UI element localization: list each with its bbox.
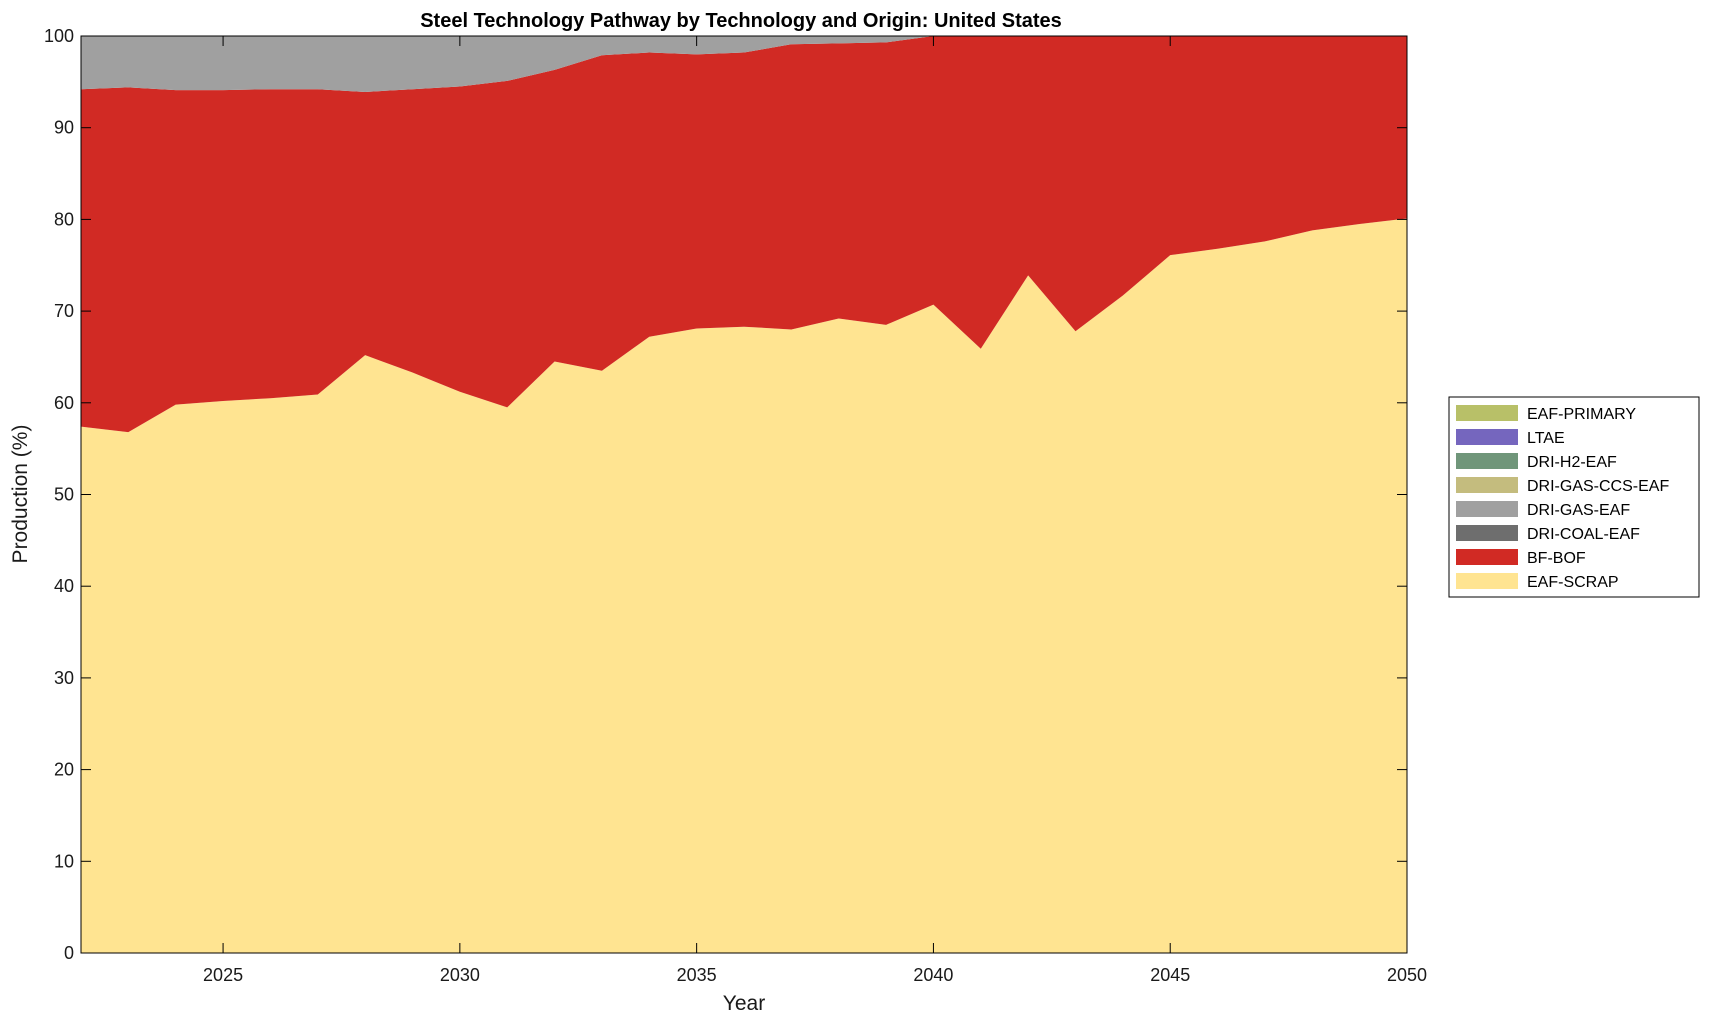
- legend-label-eaf-scrap: EAF-SCRAP: [1527, 574, 1619, 591]
- y-tick-label: 10: [54, 851, 74, 871]
- area-dri-gas-eaf: [81, 36, 1407, 92]
- legend-swatch-eaf-primary: [1456, 405, 1518, 421]
- area-eaf-scrap: [81, 218, 1407, 954]
- x-tick-label: 2050: [1387, 965, 1427, 985]
- x-tick-label: 2030: [440, 965, 480, 985]
- y-tick-label: 70: [54, 301, 74, 321]
- x-tick-label: 2035: [677, 965, 717, 985]
- y-tick-label: 100: [44, 26, 74, 46]
- x-tick-label: 2045: [1150, 965, 1190, 985]
- legend-label-dri-gas-ccs-eaf: DRI-GAS-CCS-EAF: [1527, 478, 1669, 495]
- legend-swatch-bf-bof: [1456, 549, 1518, 565]
- area-bf-bof: [81, 36, 1407, 433]
- y-tick-label: 90: [54, 118, 74, 138]
- legend-swatch-dri-h2-eaf: [1456, 453, 1518, 469]
- legend-label-eaf-primary: EAF-PRIMARY: [1527, 406, 1636, 423]
- legend-box: [1448, 396, 1700, 598]
- y-tick-label: 20: [54, 760, 74, 780]
- legend-swatch-dri-coal-eaf: [1456, 525, 1518, 541]
- legend-swatch-dri-gas-eaf: [1456, 501, 1518, 517]
- x-axis-ticks: 2025 2030 2035 2040 2045 2050: [203, 36, 1427, 985]
- legend-label-ltae: LTAE: [1527, 430, 1565, 447]
- legend-swatch-dri-gas-ccs-eaf: [1456, 477, 1518, 493]
- y-tick-label: 30: [54, 668, 74, 688]
- y-tick-label: 0: [64, 943, 74, 963]
- legend-label-dri-gas-eaf: DRI-GAS-EAF: [1527, 502, 1630, 519]
- y-tick-label: 40: [54, 576, 74, 596]
- chart-title: Steel Technology Pathway by Technology a…: [420, 10, 1062, 32]
- y-tick-label: 80: [54, 209, 74, 229]
- legend-label-dri-h2-eaf: DRI-H2-EAF: [1527, 454, 1617, 471]
- x-tick-label: 2025: [203, 965, 243, 985]
- y-tick-label: 60: [54, 393, 74, 413]
- area-series-group: [81, 36, 1407, 954]
- y-tick-label: 50: [54, 485, 74, 505]
- legend-swatch-ltae: [1456, 429, 1518, 445]
- y-axis-label: Production (%): [9, 425, 32, 564]
- legend-swatch-eaf-scrap: [1456, 573, 1518, 589]
- legend: EAF-PRIMARY LTAE DRI-H2-EAF DRI-GAS-CCS-EAF…: [1448, 396, 1700, 598]
- legend-label-dri-coal-eaf: DRI-COAL-EAF: [1527, 526, 1640, 543]
- x-axis-label: Year: [723, 992, 765, 1015]
- legend-label-bf-bof: BF-BOF: [1527, 550, 1586, 567]
- x-tick-label: 2040: [913, 965, 953, 985]
- y-axis-ticks: 0 10 20 30 40 50 60 70 80 90 100: [44, 26, 1407, 963]
